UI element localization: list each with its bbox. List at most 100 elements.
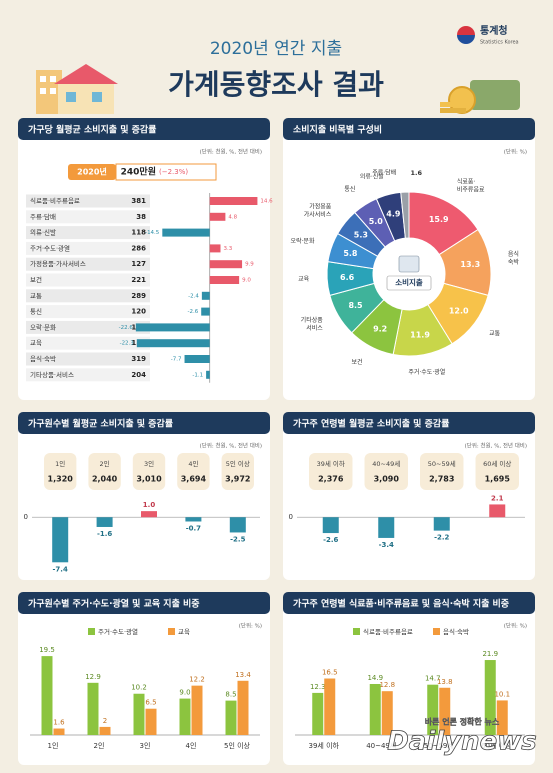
value-label: -1.6 — [97, 530, 112, 538]
value-label: 14.7 — [425, 675, 441, 683]
bar — [135, 323, 210, 332]
unit-label: (단위: 천원, %, 전년 대비) — [465, 442, 527, 450]
value-label: 5.8 — [343, 249, 358, 258]
row-background — [26, 241, 150, 255]
bar — [381, 691, 393, 735]
bar — [96, 517, 113, 527]
center-label: 소비지출 — [395, 277, 423, 287]
bar — [229, 517, 246, 533]
value-label: -0.7 — [186, 524, 201, 532]
category-label: 오락·문화 — [30, 323, 56, 331]
amount-label: 221 — [131, 276, 146, 284]
bar — [133, 693, 145, 735]
row-background — [26, 226, 150, 240]
amount-label: 2,040 — [92, 475, 118, 484]
coin-illustration — [440, 80, 520, 114]
amount-label: 381 — [131, 197, 146, 205]
value-label: 15.9 — [429, 215, 449, 224]
legend-label: 음식·숙박 — [443, 627, 469, 636]
unit-label: (단위: %) — [239, 622, 262, 630]
watermark-brand: Dailynews — [387, 727, 537, 757]
amount-box — [88, 453, 121, 490]
row-background — [26, 320, 150, 334]
category-label: 오락·문화 — [290, 237, 314, 245]
value-label: 16.5 — [322, 669, 338, 677]
amount-box — [364, 453, 408, 490]
y-tick-label: 0 — [24, 513, 28, 521]
bar — [237, 680, 249, 735]
row-background — [26, 336, 150, 350]
row-background — [26, 273, 150, 287]
total-value: 240만원 — [121, 166, 156, 178]
value-label: 6.6 — [340, 273, 355, 282]
amount-label: 127 — [131, 260, 146, 268]
total-change: (−2.3%) — [159, 168, 188, 176]
category-label: 교육 — [298, 276, 310, 283]
y-tick-label: 0 — [289, 513, 293, 521]
panel — [283, 592, 535, 765]
x-tick-label: 39세 이하 — [309, 741, 340, 750]
amount-label: 319 — [131, 355, 146, 363]
amount-box — [420, 453, 464, 490]
value-label: 9.2 — [373, 324, 387, 333]
panel-title: 소비지출 비목별 구성비 — [293, 124, 382, 136]
row-background — [26, 305, 150, 319]
category-label: 주거·수도·광열 — [30, 243, 70, 252]
bar — [209, 197, 258, 205]
value-label: 21.9 — [482, 650, 498, 658]
row-background — [26, 210, 150, 224]
bar — [378, 517, 395, 538]
legend-swatch — [88, 628, 95, 635]
bar — [439, 687, 451, 735]
panel — [18, 412, 270, 580]
value-label: 9.9 — [245, 262, 254, 268]
bar — [141, 511, 157, 518]
value-label: 1.6 — [410, 169, 422, 177]
amount-label: 2,783 — [429, 475, 454, 484]
x-tick-label: 5인 이상 — [224, 741, 251, 750]
bar — [209, 244, 221, 253]
bar — [87, 682, 99, 735]
value-label: 13.3 — [460, 260, 480, 269]
category-label: 서비스 — [306, 324, 323, 332]
value-label: 1.6 — [53, 719, 65, 727]
category-label: 60세 이상 — [483, 459, 511, 468]
category-label: 50~59세 — [428, 459, 456, 468]
category-label: 기타상품·서비스 — [30, 370, 74, 379]
value-label: 9.0 — [242, 278, 251, 284]
row-background — [26, 352, 150, 366]
category-label: 가정용품·가사서비스 — [30, 259, 86, 268]
x-tick-label: 1인 — [48, 741, 59, 750]
amount-box — [221, 453, 254, 490]
category-label: 주류·담배 — [30, 212, 56, 221]
category-label: 보건 — [351, 358, 362, 366]
value-label: 10.2 — [131, 684, 147, 692]
value-label: 14.6 — [260, 199, 273, 205]
amount-box — [309, 453, 353, 490]
row-background — [26, 194, 150, 208]
category-label: 보건 — [30, 275, 42, 284]
agency-logo — [457, 26, 475, 44]
value-label: 12.9 — [85, 673, 101, 681]
panel-title: 가구원수별 월평균 소비지출 및 증감률 — [28, 418, 173, 430]
charts: 가구당 월평균 소비지출 및 증감률(단위: 천원, %, 전년 대비)2020… — [18, 118, 535, 765]
amount-label: 204 — [131, 371, 146, 379]
amount-box — [132, 453, 166, 490]
category-label: 1인 — [55, 459, 65, 468]
category-label: 가정용품 — [309, 202, 332, 210]
amount-label: 2,376 — [318, 475, 344, 484]
panel-header — [18, 118, 270, 140]
value-label: 11.9 — [410, 331, 430, 340]
category-label: 식료품·비주류음료 — [30, 196, 80, 205]
category-label: 교통 — [489, 330, 501, 337]
value-label: 9.0 — [179, 689, 190, 697]
x-tick-label: 3인 — [140, 741, 151, 750]
year-label: 2020년 — [77, 167, 107, 177]
category-label: 음식·숙박 — [30, 354, 56, 363]
panel-title: 가구주 연령별 식료품·비주류음료 및 음식·숙박 지출 비중 — [293, 598, 509, 610]
value-label: 8.5 — [225, 691, 236, 699]
value-label: 12.3 — [310, 683, 326, 691]
bar — [145, 708, 157, 735]
